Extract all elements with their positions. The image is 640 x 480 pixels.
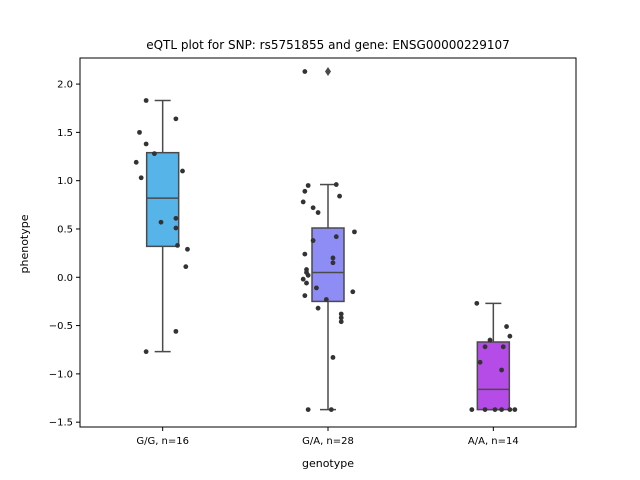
data-point xyxy=(492,407,498,413)
y-tick-label: −1.5 xyxy=(49,418,73,429)
data-point xyxy=(138,175,144,181)
y-axis-label: phenotype xyxy=(18,214,31,273)
data-point xyxy=(315,210,321,215)
data-point xyxy=(338,319,344,325)
data-point xyxy=(302,69,308,74)
data-point xyxy=(352,229,357,235)
data-point xyxy=(338,311,344,317)
data-point xyxy=(158,219,164,225)
iqr-box xyxy=(476,341,511,411)
data-point xyxy=(507,407,513,413)
y-tick-label: 2.0 xyxy=(57,80,73,91)
data-point xyxy=(180,168,185,174)
x-tick-label: G/A, n=28 xyxy=(302,436,354,447)
data-point xyxy=(315,305,321,311)
x-axis-label: genotype xyxy=(302,457,354,470)
y-tick-label: −0.5 xyxy=(49,321,73,332)
data-point xyxy=(314,285,319,291)
data-point xyxy=(310,238,316,243)
data-point xyxy=(143,141,149,147)
data-point xyxy=(305,272,311,278)
chart-title: eQTL plot for SNP: rs5751855 and gene: E… xyxy=(146,38,510,52)
data-point xyxy=(143,349,149,355)
iqr-box xyxy=(145,151,180,248)
data-point xyxy=(305,407,311,413)
y-tick-label: 1.0 xyxy=(57,176,73,187)
data-point xyxy=(304,280,309,286)
x-tick-label: G/G, n=16 xyxy=(136,436,189,447)
data-point xyxy=(337,193,342,199)
data-point xyxy=(133,159,139,165)
data-point xyxy=(173,225,179,231)
data-point xyxy=(323,297,329,302)
data-point xyxy=(328,407,334,413)
data-point xyxy=(477,359,483,365)
data-point xyxy=(183,264,189,270)
data-point xyxy=(302,293,308,299)
data-point xyxy=(137,129,142,135)
y-tick-label: 0.0 xyxy=(57,273,73,284)
data-point xyxy=(173,215,179,221)
data-point xyxy=(499,407,504,413)
data-point xyxy=(175,242,180,248)
data-point xyxy=(499,367,504,373)
iqr-box xyxy=(311,227,345,303)
data-point xyxy=(305,183,311,188)
data-point xyxy=(474,300,480,306)
outlier-marker xyxy=(325,67,331,77)
data-point xyxy=(350,289,356,295)
data-point xyxy=(173,116,179,122)
data-point xyxy=(173,328,179,334)
data-point xyxy=(300,199,306,205)
data-point xyxy=(333,234,339,240)
data-point xyxy=(330,255,336,261)
data-point xyxy=(500,344,506,350)
data-point xyxy=(482,407,488,413)
data-point xyxy=(330,355,336,360)
data-point xyxy=(469,407,475,413)
data-point xyxy=(482,344,488,350)
data-point xyxy=(185,246,190,252)
data-point xyxy=(152,151,157,157)
data-point xyxy=(302,251,308,257)
data-point xyxy=(504,324,509,329)
x-tick-label: A/A, n=14 xyxy=(468,436,519,447)
data-point xyxy=(300,276,306,282)
y-tick-label: 1.5 xyxy=(57,128,73,139)
data-point xyxy=(143,98,149,103)
data-point xyxy=(487,337,493,343)
plot-area: −1.5 −1.0 −0.5 0.0 0.5 1.0 1.5 2.0 G/G, n=16 G/A,… xyxy=(49,57,577,447)
y-tick-label: 0.5 xyxy=(57,224,73,235)
data-point xyxy=(302,188,308,194)
y-tick-label: −1.0 xyxy=(49,369,73,380)
data-point xyxy=(333,182,339,187)
data-point xyxy=(338,315,344,321)
data-point xyxy=(507,333,513,339)
data-point xyxy=(330,260,336,266)
data-point xyxy=(310,205,316,211)
data-point xyxy=(512,407,518,413)
